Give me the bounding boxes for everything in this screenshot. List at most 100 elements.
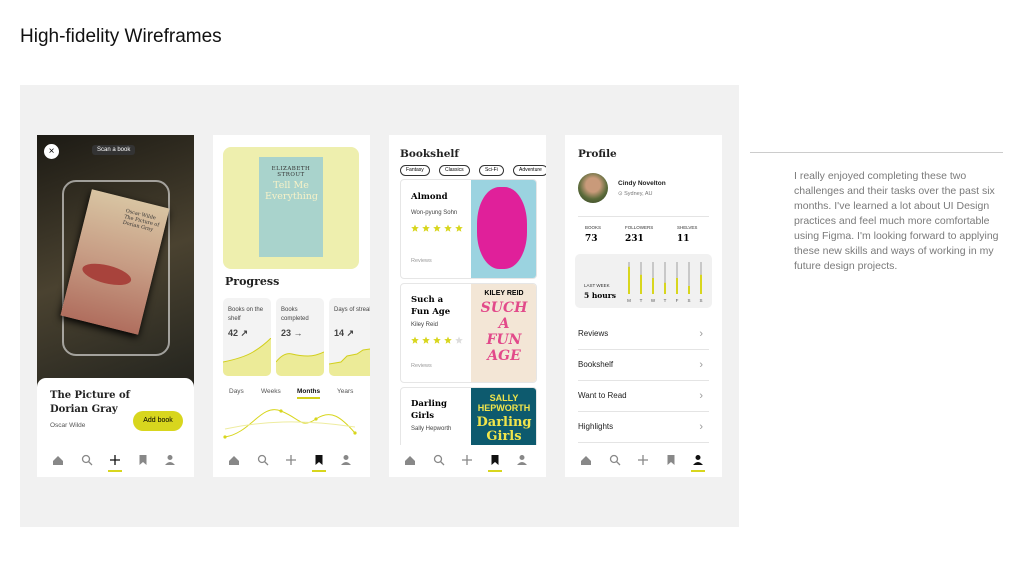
nav-icon[interactable] bbox=[53, 456, 63, 465]
nav-icon[interactable] bbox=[693, 455, 703, 465]
tab[interactable]: Years bbox=[337, 388, 354, 395]
filter-chip[interactable]: Classics bbox=[439, 165, 470, 176]
stat-value: 73 bbox=[585, 234, 598, 244]
section-heading: Bookshelf bbox=[400, 148, 459, 160]
cover-title: SUCH A FUN AGE bbox=[480, 300, 528, 364]
nav-icon[interactable] bbox=[257, 454, 269, 466]
bar bbox=[688, 286, 690, 294]
sparkline bbox=[223, 338, 271, 376]
stat-label: Days of streak bbox=[334, 307, 370, 313]
bar-track bbox=[688, 262, 690, 294]
nav-icon[interactable] bbox=[609, 454, 621, 466]
tab[interactable]: Days bbox=[229, 388, 244, 395]
book-card[interactable]: Such a Fun Age Kiley Reid Reviews KILEY … bbox=[400, 283, 537, 383]
nav-icon[interactable] bbox=[491, 455, 499, 465]
nav-icon[interactable] bbox=[433, 454, 445, 466]
stat-value: 42 ↗ bbox=[228, 328, 248, 339]
bottom-nav bbox=[565, 445, 722, 477]
close-button[interactable]: × bbox=[44, 144, 59, 159]
nav-indicator bbox=[312, 470, 326, 472]
nav-icon[interactable] bbox=[517, 455, 527, 465]
star bbox=[411, 336, 419, 344]
scan-frame bbox=[62, 180, 170, 356]
filter-chip[interactable]: Adventure bbox=[513, 165, 546, 176]
book-author: Won-pyung Sohn bbox=[411, 210, 458, 216]
nav-icon[interactable] bbox=[229, 456, 239, 465]
bottom-nav bbox=[389, 445, 546, 477]
stat-label: Books on the shelf bbox=[228, 307, 264, 322]
stat-number: 14 bbox=[334, 328, 345, 338]
reviews-link[interactable]: Reviews bbox=[411, 258, 432, 264]
nav-icon[interactable] bbox=[581, 456, 591, 465]
stat-value: 11 bbox=[677, 234, 690, 244]
description: I really enjoyed completing these two ch… bbox=[794, 170, 999, 272]
star bbox=[422, 336, 430, 344]
menu-item[interactable]: Want to Read bbox=[578, 381, 709, 412]
cover-author: SALLY HEPWORTH bbox=[477, 393, 531, 413]
nav-icon[interactable] bbox=[315, 455, 323, 465]
add-book-button[interactable]: Add book bbox=[133, 411, 183, 431]
cover-text: Oscar Wilde The Picture of Dorian Gray bbox=[122, 208, 161, 234]
bar bbox=[628, 266, 630, 294]
reviews-link[interactable]: Reviews bbox=[411, 363, 432, 369]
tab[interactable]: Weeks bbox=[261, 388, 281, 395]
nav-icon[interactable] bbox=[341, 455, 351, 465]
stat-value: 14 ↗ bbox=[334, 328, 354, 339]
book-card[interactable]: Almond Won-pyung Sohn Reviews bbox=[400, 179, 537, 279]
filter-chip[interactable]: Sci-Fi bbox=[479, 165, 504, 176]
star bbox=[444, 336, 452, 344]
divider bbox=[578, 216, 709, 217]
book-card: The Picture of Dorian Gray Oscar Wilde A… bbox=[37, 378, 194, 448]
nav-icon[interactable] bbox=[110, 455, 120, 465]
nav-indicator bbox=[691, 470, 705, 472]
profile-location: ⊙ Sydney, AU bbox=[618, 191, 653, 197]
menu-item[interactable]: Reviews bbox=[578, 319, 709, 350]
cover-panel: ELIZABETH STROUT Tell Me Everything bbox=[223, 147, 359, 269]
bottom-nav bbox=[213, 445, 370, 477]
filter-chip[interactable]: Fantasy bbox=[400, 165, 430, 176]
stat-label: Books completed bbox=[281, 307, 309, 322]
stat-trend: ↗ bbox=[240, 328, 249, 338]
cover-title: Darling Girls bbox=[476, 415, 532, 444]
day-label: T bbox=[664, 298, 667, 303]
nav-icon[interactable] bbox=[462, 455, 472, 465]
day-label: F bbox=[676, 298, 679, 303]
profile-screen: Profile Cindy Novelton ⊙ Sydney, AU BOOK… bbox=[565, 135, 722, 477]
tab-active[interactable]: Months bbox=[297, 388, 321, 399]
bar bbox=[700, 274, 702, 294]
lips-image bbox=[80, 259, 134, 290]
nav-icon[interactable] bbox=[165, 455, 175, 465]
stat-value: 23 → bbox=[281, 328, 303, 338]
progress-chart bbox=[223, 409, 357, 439]
nav-icon[interactable] bbox=[667, 455, 675, 465]
bar bbox=[664, 282, 666, 294]
bar-track bbox=[664, 262, 666, 294]
book-title: The Picture of Dorian Gray bbox=[50, 390, 130, 415]
scan-label: Scan a book bbox=[92, 145, 136, 155]
menu-item[interactable]: Highlights bbox=[578, 412, 709, 443]
book-author: Kiley Reid bbox=[411, 322, 439, 328]
stat-label: FOLLOWERS bbox=[625, 225, 654, 230]
book-cover: ELIZABETH STROUT Tell Me Everything bbox=[259, 157, 323, 257]
book-title: Such a Fun Age bbox=[411, 295, 451, 317]
week-total: 5 hours bbox=[584, 291, 616, 300]
rating bbox=[411, 336, 463, 344]
nav-icon[interactable] bbox=[286, 455, 296, 465]
nav-icon[interactable] bbox=[638, 455, 648, 465]
week-label: LAST WEEK bbox=[584, 283, 610, 288]
menu-item[interactable]: Bookshelf bbox=[578, 350, 709, 381]
book-cover bbox=[471, 180, 536, 278]
nav-indicator bbox=[108, 470, 122, 472]
star bbox=[422, 224, 430, 232]
stat-number: 23 bbox=[281, 328, 292, 338]
book-author: Oscar Wilde bbox=[50, 422, 86, 429]
bar bbox=[652, 278, 654, 294]
stat-trend: → bbox=[293, 328, 303, 338]
book-title: Darling Girls bbox=[411, 399, 447, 421]
nav-icon[interactable] bbox=[81, 454, 93, 466]
nav-icon[interactable] bbox=[405, 456, 415, 465]
nav-icon[interactable] bbox=[139, 455, 147, 465]
week-panel: LAST WEEK 5 hours M T W T F S S bbox=[575, 254, 712, 308]
location-text: Sydney, AU bbox=[624, 191, 653, 197]
